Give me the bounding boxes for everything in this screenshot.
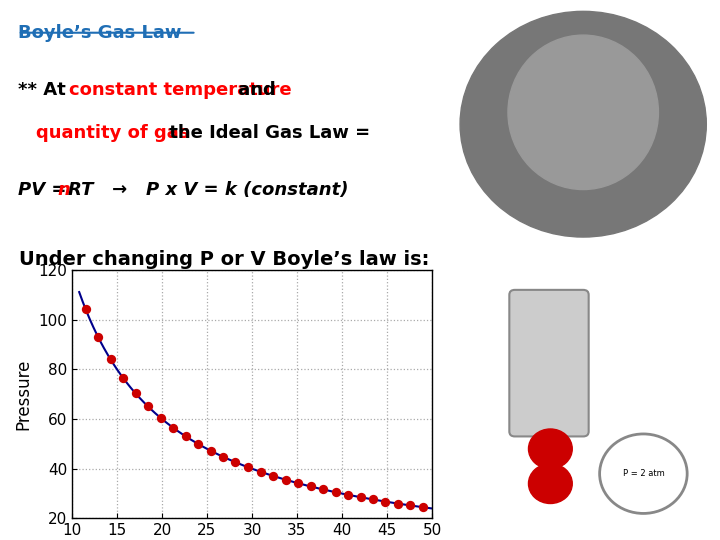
Point — [292, 479, 304, 488]
Point — [167, 423, 179, 432]
Point — [117, 374, 129, 382]
Point — [267, 471, 279, 480]
Point — [242, 463, 253, 471]
Point — [280, 475, 292, 484]
Circle shape — [528, 429, 572, 469]
Circle shape — [528, 464, 572, 503]
Point — [192, 440, 204, 448]
Point — [255, 468, 266, 476]
Point — [230, 458, 241, 467]
Point — [367, 495, 379, 504]
Point — [104, 355, 116, 363]
Text: ** At: ** At — [18, 82, 72, 99]
Point — [305, 482, 316, 491]
Text: P = 2 atm: P = 2 atm — [623, 469, 665, 478]
Y-axis label: Pressure: Pressure — [14, 359, 32, 430]
Ellipse shape — [460, 11, 706, 237]
Point — [379, 497, 391, 506]
Ellipse shape — [508, 35, 659, 190]
Point — [418, 503, 429, 511]
Text: Boyle’s Gas Law: Boyle’s Gas Law — [18, 24, 181, 43]
Point — [180, 432, 192, 441]
Point — [392, 500, 404, 508]
Text: PV =: PV = — [18, 181, 73, 199]
Point — [80, 305, 91, 313]
Point — [318, 485, 329, 494]
Point — [355, 493, 366, 502]
FancyBboxPatch shape — [509, 290, 589, 436]
Text: the Ideal Gas Law =: the Ideal Gas Law = — [163, 124, 370, 142]
Text: Under changing P or V Boyle’s law is:: Under changing P or V Boyle’s law is: — [19, 249, 429, 269]
Point — [330, 488, 341, 496]
Point — [204, 447, 216, 455]
Point — [342, 490, 354, 499]
Text: n: n — [57, 181, 70, 199]
Circle shape — [600, 434, 687, 514]
Point — [217, 453, 229, 461]
Point — [405, 501, 416, 510]
Point — [92, 333, 104, 341]
Point — [143, 402, 154, 411]
Point — [130, 389, 141, 397]
Point — [155, 414, 166, 422]
Text: quantity of gas: quantity of gas — [36, 124, 189, 142]
Text: and: and — [232, 82, 276, 99]
Text: constant temperature: constant temperature — [69, 82, 292, 99]
Text: RT   →   P x V = k (constant): RT → P x V = k (constant) — [68, 181, 348, 199]
